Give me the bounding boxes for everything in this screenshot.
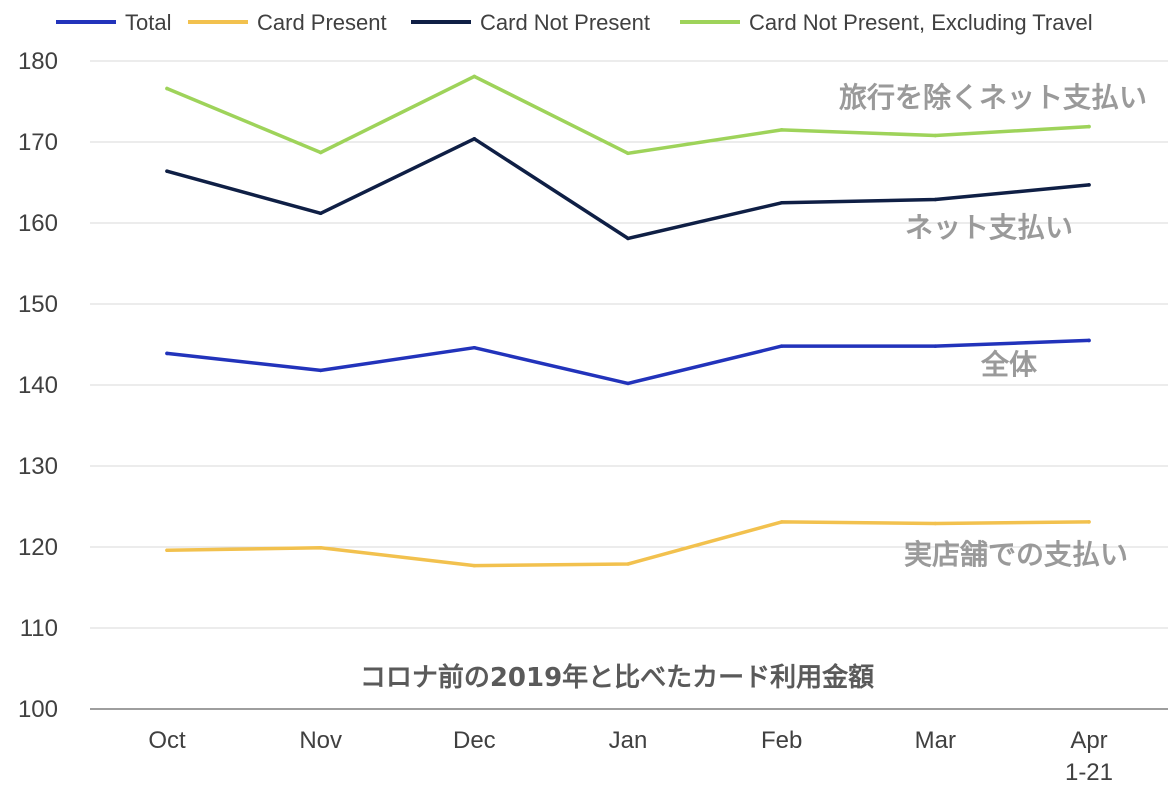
data-point	[472, 345, 477, 350]
gridlines	[90, 60, 1168, 710]
y-tick-label: 100	[18, 696, 58, 723]
y-tick-label: 160	[18, 210, 58, 237]
chart-title: コロナ前の2019年と比べたカード利用金額	[360, 662, 874, 693]
y-axis-ticks: 100 110 120 130 140 150 160 170 180	[18, 48, 58, 723]
data-point	[1087, 520, 1091, 524]
data-point	[779, 520, 784, 524]
data-point	[933, 521, 938, 526]
data-point	[933, 197, 938, 202]
series-annotation: 実店舗での支払い	[904, 538, 1128, 571]
legend-label: Total	[125, 10, 171, 35]
y-tick-label: 140	[18, 372, 58, 399]
series-annotation: ネット支払い	[905, 211, 1073, 244]
data-point	[626, 151, 630, 156]
y-tick-label: 110	[20, 615, 58, 642]
data-point	[318, 150, 323, 155]
legend-label: Card Present	[257, 10, 387, 35]
data-point	[1087, 124, 1091, 129]
data-point	[165, 86, 169, 91]
x-axis-ticks: Oct Nov Dec Jan Feb Mar Apr 1-21	[148, 727, 1113, 786]
data-point	[165, 548, 169, 553]
data-point	[626, 381, 630, 386]
x-tick-label: Nov	[299, 727, 342, 754]
data-point	[318, 211, 323, 216]
data-point	[165, 351, 169, 356]
x-tick-label: Jan	[609, 727, 648, 754]
legend: Total Card Present Card Not Present Card No…	[56, 10, 1093, 35]
data-point	[1087, 338, 1091, 343]
y-tick-label: 150	[18, 291, 58, 318]
y-tick-label: 130	[18, 453, 58, 480]
y-tick-label: 120	[18, 534, 58, 561]
data-point	[779, 344, 784, 348]
data-point	[318, 546, 323, 550]
data-point	[933, 133, 938, 138]
x-tick-label: Oct	[148, 727, 186, 754]
legend-label: Card Not Present	[480, 10, 650, 35]
data-point	[1087, 183, 1091, 187]
data-point	[779, 200, 784, 205]
y-tick-label: 180	[18, 48, 58, 75]
x-tick-label: Feb	[761, 727, 802, 754]
data-point	[472, 136, 477, 141]
data-point	[626, 562, 630, 566]
x-tick-label: Dec	[453, 727, 496, 754]
legend-label: Card Not Present, Excluding Travel	[749, 10, 1093, 35]
data-point	[626, 236, 630, 241]
data-point	[472, 74, 477, 79]
series-annotation: 旅行を除くネット支払い	[839, 81, 1147, 114]
series-lines	[165, 74, 1091, 568]
x-tick-label: Apr	[1070, 727, 1107, 754]
data-point	[933, 344, 938, 348]
data-point	[318, 368, 323, 373]
series-annotation: 全体	[980, 348, 1038, 381]
series-line-0	[165, 338, 1091, 386]
data-point	[165, 169, 169, 173]
x-tick-label: Mar	[915, 727, 956, 754]
x-tick-label: 1-21	[1065, 759, 1113, 786]
data-point	[779, 128, 784, 132]
data-point	[472, 563, 477, 568]
y-tick-label: 170	[18, 129, 58, 156]
